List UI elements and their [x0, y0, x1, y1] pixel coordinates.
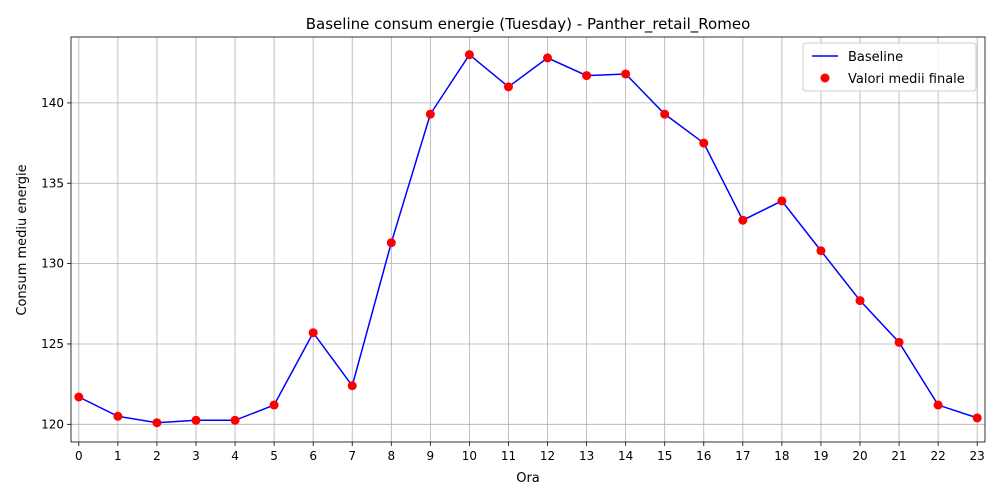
- scatter-point: [464, 50, 474, 60]
- y-tick-label: 125: [41, 337, 64, 351]
- scatter-point: [738, 215, 748, 225]
- scatter-point: [386, 238, 396, 248]
- scatter-point: [152, 418, 162, 428]
- x-tick-label: 5: [270, 449, 278, 463]
- x-tick-label: 10: [462, 449, 477, 463]
- scatter-point: [74, 392, 84, 402]
- scatter-point: [933, 400, 943, 410]
- grid: [71, 37, 985, 442]
- legend-box: [802, 42, 977, 92]
- legend: Baseline Valori medii finale: [802, 42, 977, 92]
- scatter-point: [230, 415, 240, 425]
- scatter-point: [660, 109, 670, 119]
- x-tick-label: 1: [114, 449, 122, 463]
- x-tick-label: 19: [813, 449, 828, 463]
- scatter-series: [74, 50, 982, 428]
- x-tick-label: 4: [231, 449, 239, 463]
- x-tick-label: 9: [427, 449, 435, 463]
- scatter-point: [621, 69, 631, 79]
- x-tick-label: 14: [618, 449, 633, 463]
- legend-marker-swatch: [820, 73, 830, 83]
- x-tick-label: 13: [579, 449, 594, 463]
- scatter-point: [777, 196, 787, 206]
- x-tick-label: 12: [540, 449, 555, 463]
- x-axis-ticks: 0 1 2 3 4 5 6 7 8 9 10 11 12 13 14 15 16 17 18 19 20 21 22 23: [75, 442, 985, 463]
- x-tick-label: 0: [75, 449, 83, 463]
- scatter-point: [816, 246, 826, 256]
- x-tick-label: 7: [348, 449, 356, 463]
- y-axis-ticks: 120 125 130 135 140: [41, 96, 71, 431]
- y-tick-label: 140: [41, 96, 64, 110]
- scatter-point: [503, 82, 513, 92]
- x-tick-label: 15: [657, 449, 672, 463]
- scatter-point: [308, 328, 318, 338]
- scatter-point: [347, 381, 357, 391]
- scatter-point: [113, 411, 123, 421]
- x-tick-label: 6: [309, 449, 317, 463]
- scatter-point: [269, 400, 279, 410]
- x-tick-label: 3: [192, 449, 200, 463]
- x-tick-label: 8: [387, 449, 395, 463]
- legend-label-scatter: Valori medii finale: [848, 72, 965, 87]
- chart-title: Baseline consum energie (Tuesday) - Pant…: [306, 15, 751, 34]
- scatter-point: [894, 337, 904, 347]
- x-axis-title: Ora: [516, 471, 540, 486]
- baseline-line: [78, 53, 978, 424]
- x-tick-label: 11: [501, 449, 516, 463]
- baseline-series: [78, 53, 978, 424]
- legend-label-baseline: Baseline: [848, 50, 903, 65]
- x-tick-label: 21: [891, 449, 906, 463]
- x-tick-label: 18: [774, 449, 789, 463]
- x-tick-label: 16: [696, 449, 711, 463]
- x-tick-label: 2: [153, 449, 161, 463]
- x-tick-label: 22: [930, 449, 945, 463]
- scatter-point: [582, 71, 592, 81]
- y-tick-label: 130: [41, 257, 64, 271]
- y-tick-label: 135: [41, 176, 64, 190]
- scatter-point: [425, 109, 435, 119]
- x-tick-label: 17: [735, 449, 750, 463]
- scatter-point: [699, 138, 709, 148]
- scatter-point: [191, 415, 201, 425]
- x-tick-label: 20: [852, 449, 867, 463]
- scatter-point: [543, 53, 553, 63]
- y-tick-label: 120: [41, 417, 64, 431]
- scatter-point: [972, 413, 982, 423]
- x-tick-label: 23: [970, 449, 985, 463]
- plot-frame: [70, 36, 986, 443]
- y-axis-title: Consum mediu energie: [15, 164, 30, 315]
- scatter-point: [855, 296, 865, 306]
